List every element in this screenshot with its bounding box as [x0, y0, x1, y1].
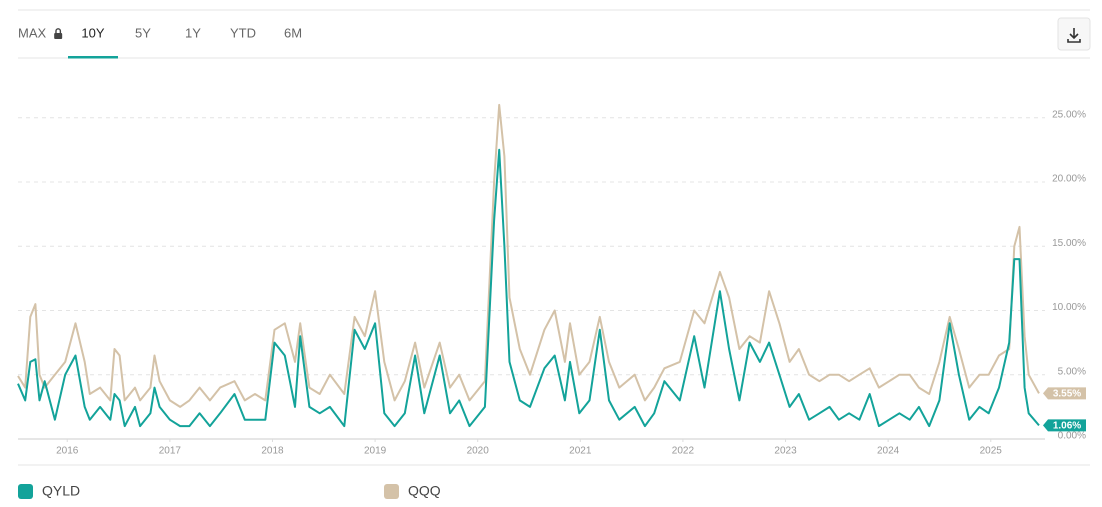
range-tab[interactable]: 6M	[284, 25, 302, 40]
plot: 0.00% 5.00% 10.00% 15.00% 20.00% 25.00% 2016 20…	[17, 103, 1086, 457]
y-tick-label: 25.00%	[1052, 109, 1086, 120]
range-tab[interactable]: MAX	[18, 25, 47, 40]
x-tick-label: 2023	[774, 446, 797, 457]
x-tick-label: 2021	[569, 446, 592, 457]
x-tick-label: 2019	[364, 446, 387, 457]
x-tick-label: 2025	[980, 446, 1003, 457]
legend-label[interactable]: QYLD	[42, 483, 80, 499]
series-line	[17, 103, 1040, 408]
last-value-label: 1.06%	[1053, 421, 1081, 432]
x-tick-label: 2022	[672, 446, 695, 457]
x-tick-label: 2018	[261, 446, 284, 457]
x-tick-label: 2016	[56, 446, 79, 457]
active-underline	[68, 56, 118, 59]
legend-swatch[interactable]	[384, 484, 399, 499]
download-icon	[1067, 28, 1081, 43]
x-tick-label: 2017	[159, 446, 182, 457]
download-button[interactable]	[1057, 17, 1091, 51]
legend: QYLD QQQ	[18, 483, 441, 499]
range-tab[interactable]: 5Y	[135, 25, 151, 40]
y-tick-label: 0.00%	[1058, 431, 1086, 442]
y-tick-label: 5.00%	[1058, 366, 1086, 377]
range-tabs: MAX 10Y 5Y 1Y YTD 6M	[18, 25, 302, 59]
range-tab[interactable]: YTD	[230, 25, 256, 40]
series-line	[17, 148, 1040, 428]
last-value-badge	[1043, 387, 1086, 400]
y-tick-label: 10.00%	[1052, 302, 1086, 313]
x-tick-label: 2024	[877, 446, 900, 457]
lock-shackle	[55, 28, 62, 33]
x-tick-label: 2020	[467, 446, 490, 457]
y-tick-label: 15.00%	[1052, 238, 1086, 249]
range-tab[interactable]: 1Y	[185, 25, 201, 40]
legend-swatch[interactable]	[18, 484, 33, 499]
lock-body	[54, 33, 63, 39]
last-value-label: 3.55%	[1053, 389, 1081, 400]
legend-label[interactable]: QQQ	[408, 483, 441, 499]
y-tick-label: 20.00%	[1052, 174, 1086, 185]
range-tab[interactable]: 10Y	[81, 25, 104, 40]
last-value-badge	[1043, 419, 1086, 432]
